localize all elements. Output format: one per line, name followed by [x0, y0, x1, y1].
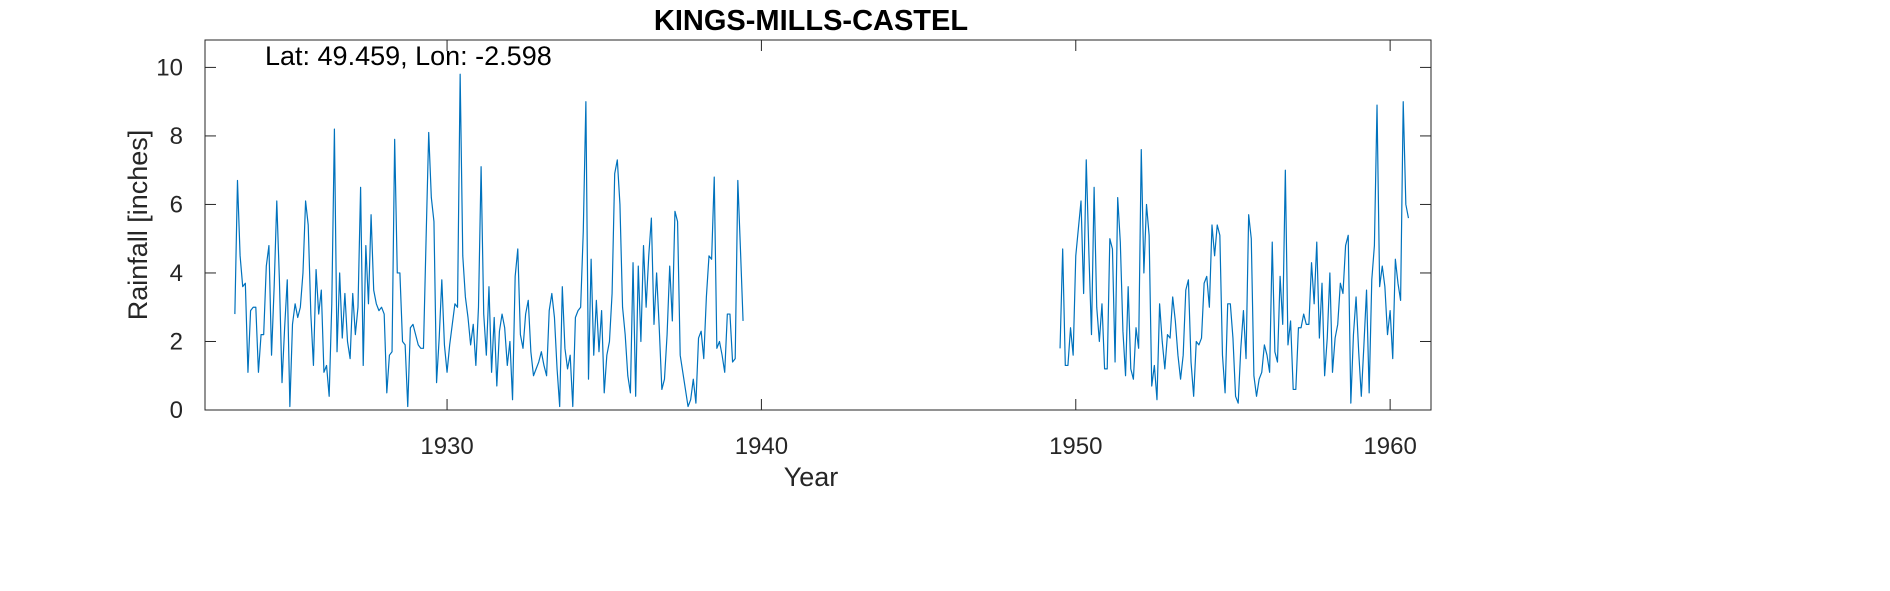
x-tick-label: 1940: [735, 433, 788, 460]
x-tick-label: 1960: [1363, 433, 1416, 460]
location-annotation: Lat: 49.459, Lon: -2.598: [265, 41, 552, 71]
y-tick-label: 8: [170, 123, 183, 150]
y-tick-label: 2: [170, 328, 183, 355]
rainfall-series-line-1: [234, 73, 744, 408]
x-tick-label: 1950: [1049, 433, 1102, 460]
y-tick-label: 10: [156, 54, 183, 81]
y-tick-label: 6: [170, 191, 183, 218]
rainfall-series-line-2: [1059, 101, 1410, 404]
y-tick-label: 4: [170, 260, 183, 287]
x-axis-title: Year: [784, 462, 839, 492]
chart-title: KINGS-MILLS-CASTEL: [654, 5, 968, 37]
tick-layer: 1930 1940 1950 1960 0 2 4 6 8 10: [156, 40, 1431, 460]
y-axis-title: Rainfall [inches]: [123, 130, 153, 321]
data-layer: [234, 73, 1410, 408]
plot-area: [204, 39, 1432, 411]
y-tick-label: 0: [170, 397, 183, 424]
x-tick-label: 1930: [420, 433, 473, 460]
